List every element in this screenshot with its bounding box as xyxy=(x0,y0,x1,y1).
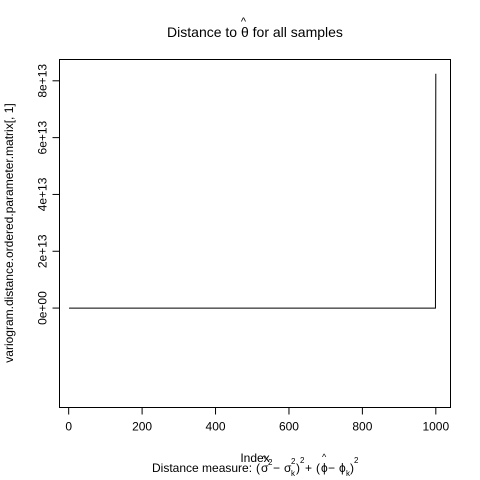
y-tick-label: 0e+00 xyxy=(36,291,50,325)
subtitle-exp-2: 2 xyxy=(354,456,359,465)
y-axis-label: variogram.distance.ordered.parameter.mat… xyxy=(2,103,16,362)
x-tick-label: 1000 xyxy=(422,420,449,434)
plot-frame xyxy=(60,60,451,408)
y-tick-label: 8e+13 xyxy=(36,64,50,98)
y-tick-label: 4e+13 xyxy=(36,177,50,211)
subtitle-prefix: Distance measure: xyxy=(152,461,252,475)
subtitle-phi-k: ϕ xyxy=(339,461,346,475)
x-tick-label: 400 xyxy=(206,420,226,434)
subtitle-phi-hat: ϕ xyxy=(321,461,328,475)
y-tick-label: 2e+13 xyxy=(36,234,50,268)
y-tick-label: 6e+13 xyxy=(36,120,50,154)
chart-title: Distance to θ for all samples xyxy=(167,24,343,40)
chart-title-prefix: Distance to xyxy=(167,24,241,40)
chart-title-hat: ^ xyxy=(241,16,247,28)
chart-title-suffix: for all samples xyxy=(249,24,343,40)
subtitle-plus: + xyxy=(305,461,312,475)
x-axis: 0 200 400 600 800 1000 xyxy=(65,408,449,434)
x-tick-label: 0 xyxy=(65,420,72,434)
y-axis: 0e+00 2e+13 4e+13 6e+13 8e+13 xyxy=(36,64,60,325)
subtitle-minus: − xyxy=(273,461,280,475)
subtitle-open-paren: ( xyxy=(256,461,260,475)
series-line xyxy=(69,74,436,308)
x-tick-label: 600 xyxy=(279,420,299,434)
plot-area xyxy=(69,74,436,308)
x-tick-label: 800 xyxy=(352,420,372,434)
subtitle-open-paren-2: ( xyxy=(316,461,320,475)
subtitle-minus-2: − xyxy=(328,461,335,475)
x-tick-label: 200 xyxy=(132,420,152,434)
